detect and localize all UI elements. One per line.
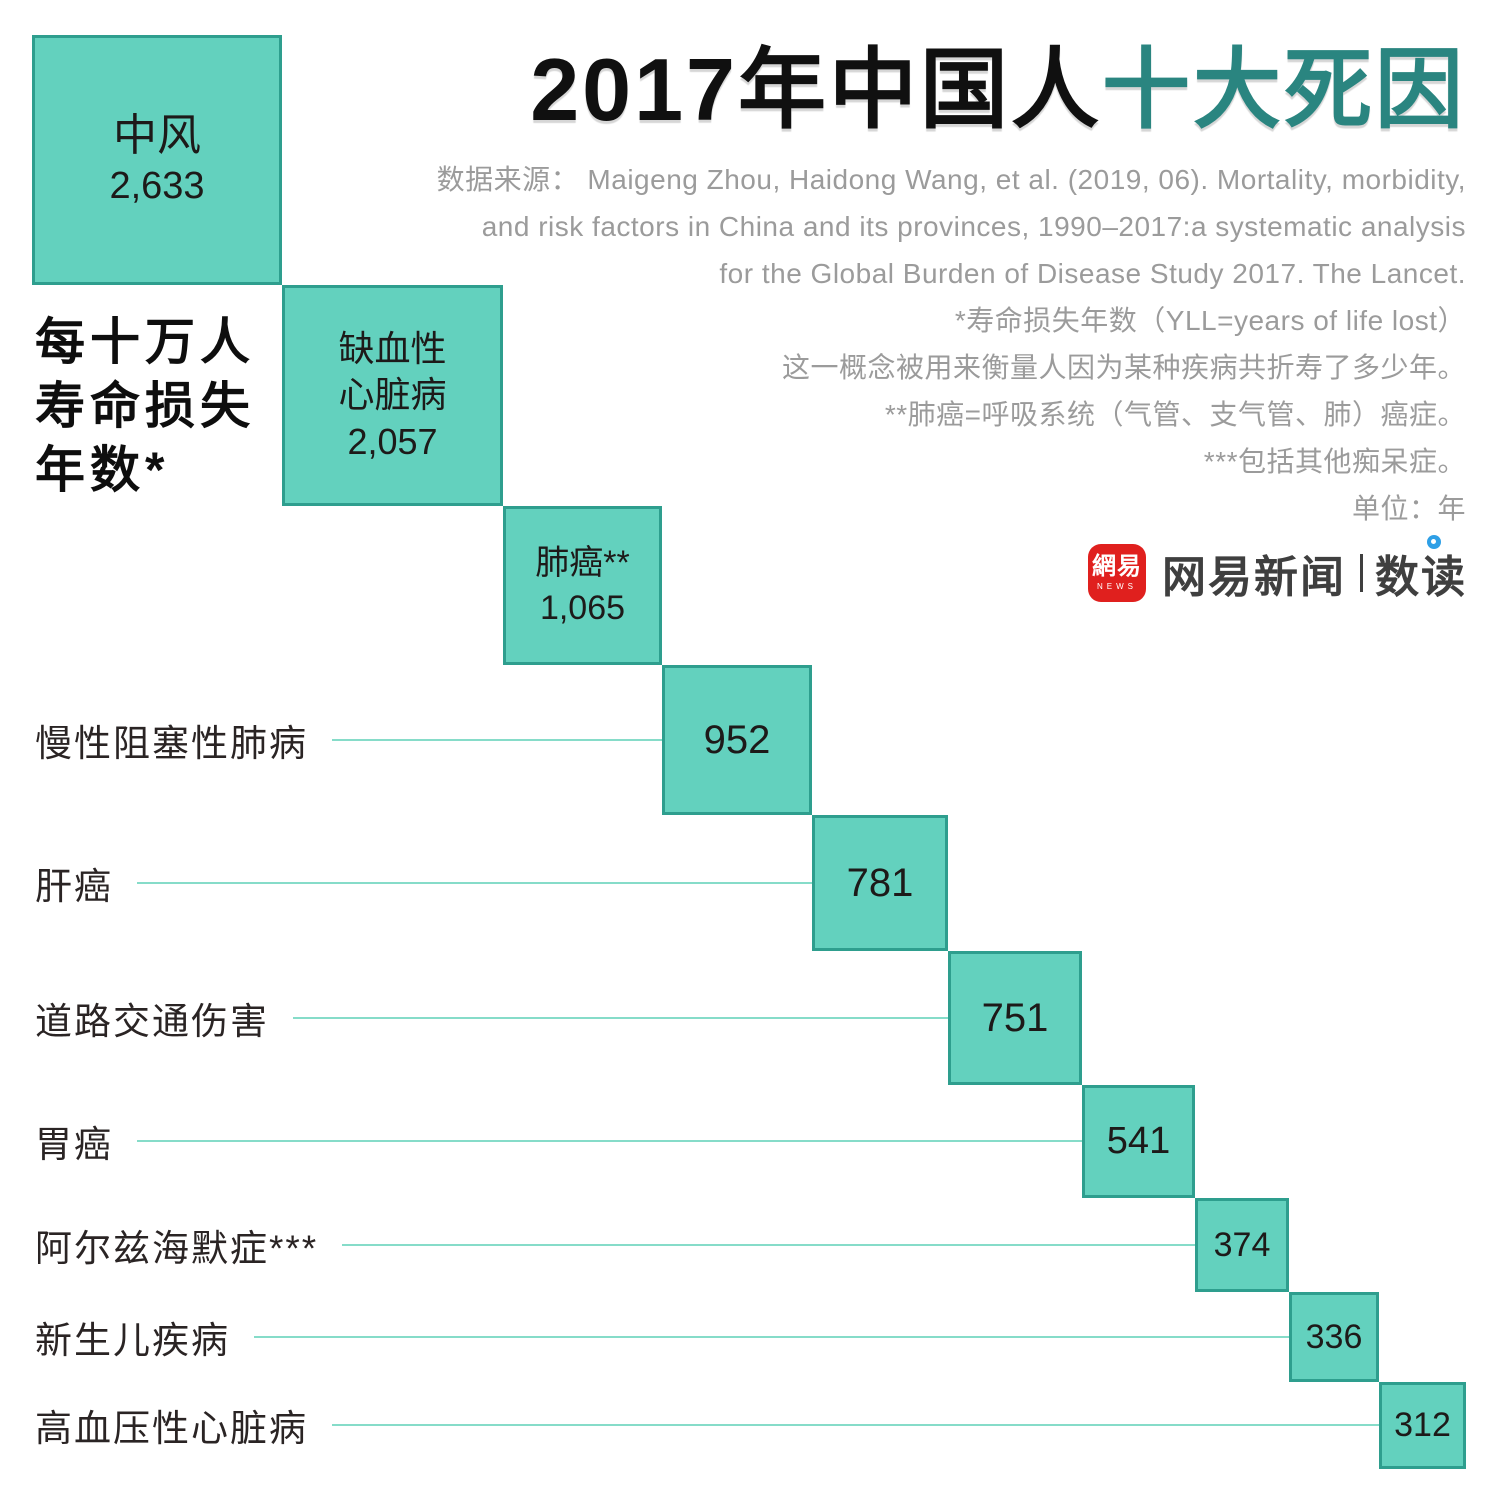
header: 2017年中国人十大死因 数据来源： Maigeng Zhou, Haidong… [437,38,1466,532]
square-stroke: 中风 2,633 [32,35,282,285]
category-label: 道路交通伤害 [35,1001,269,1042]
leader-line [137,1140,1082,1142]
logo-divider [1360,554,1363,592]
footnote-yll-explain: 这一概念被用来衡量人因为某种疾病共折寿了多少年。 [781,352,1466,383]
logo-brand-text: 数读 [1375,553,1467,602]
leader-line [332,1424,1379,1426]
title-highlight: 十大死因 [1101,40,1466,139]
leader-row-liver-cancer: 肝癌 [35,859,812,907]
square-value: 751 [981,995,1049,1040]
square-value: 312 [1394,1406,1451,1444]
leader-row-neonatal-disorders: 新生儿疾病 [35,1313,1289,1361]
source-and-footnotes: 数据来源： Maigeng Zhou, Haidong Wang, et al.… [437,156,1466,532]
square-value: 2,057 [347,420,438,462]
footnote-lung-cancer: **肺癌=呼吸系统（气管、支气管、肺）癌症。 [884,399,1466,430]
leader-line [137,882,812,884]
logo-icon-subtext: NEWS [1097,582,1137,591]
square-copd: 952 [662,665,812,815]
axis-note-line: 寿命损失 [35,378,255,434]
logo-icon-text: 網易 [1092,553,1142,580]
title-prefix: 2017年中国人 [530,40,1102,139]
netease-news-app-icon: 網易 NEWS [1088,544,1146,602]
square-road-injuries: 751 [948,951,1082,1085]
source-line: 数据来源： Maigeng Zhou, Haidong Wang, et al.… [436,164,1466,195]
square-value: 952 [703,717,771,762]
leader-row-stomach-cancer: 胃癌 [35,1117,1082,1165]
square-label: 肺癌** [535,543,630,582]
square-neonatal-disorders: 336 [1289,1292,1379,1382]
logo-name-text: 网易新闻 [1162,553,1346,602]
category-label: 新生儿疾病 [35,1320,230,1361]
square-label: 心脏病 [338,373,447,415]
leader-line [332,739,662,741]
leader-row-copd: 慢性阻塞性肺病 [35,716,662,764]
square-lung-cancer: 肺癌** 1,065 [503,506,662,665]
leader-line [293,1017,948,1019]
category-label: 胃癌 [35,1124,113,1165]
leader-row-hypertensive-heart-disease: 高血压性心脏病 [35,1401,1379,1449]
footnote-dementia: ***包括其他痴呆症。 [1203,446,1466,477]
square-value: 781 [846,860,914,905]
square-alzheimers: 374 [1195,1198,1289,1292]
square-label: 缺血性 [338,327,447,369]
square-value: 541 [1106,1120,1171,1162]
footnote-yll: *寿命损失年数（YLL=years of life lost） [954,305,1466,336]
category-label: 肝癌 [35,866,113,907]
square-stomach-cancer: 541 [1082,1085,1195,1198]
square-ischemic-heart-disease: 缺血性 心脏病 2,057 [282,285,503,506]
square-liver-cancer: 781 [812,815,948,951]
unit-note: 单位：年 [1351,493,1466,524]
category-label: 阿尔兹海默症*** [35,1228,319,1269]
square-label: 中风 [113,111,201,160]
category-label: 慢性阻塞性肺病 [35,723,308,764]
source-line: for the Global Burden of Disease Study 2… [719,258,1466,289]
leader-line [342,1244,1195,1246]
publisher-logo: 網易 NEWS 网易新闻 数读 [1088,535,1467,605]
axis-unit-note: 每十万人 寿命损失 年数* [35,310,255,502]
leader-row-alzheimers: 阿尔兹海默症*** [35,1221,1195,1269]
axis-note-line: 每十万人 [35,314,255,370]
page-title: 2017年中国人十大死因 [437,38,1466,142]
leader-line [254,1336,1289,1338]
axis-note-line: 年数* [35,442,170,498]
source-line: and risk factors in China and its provin… [481,211,1466,242]
square-value: 1,065 [539,588,626,627]
square-value: 336 [1305,1317,1363,1356]
logo-brand-shudu: 数读 [1375,535,1467,605]
square-hypertensive-heart-disease: 312 [1379,1382,1466,1469]
square-value: 2,633 [109,165,205,207]
square-value: 374 [1213,1225,1271,1264]
blue-dot-icon [1427,535,1441,549]
category-label: 高血压性心脏病 [35,1408,308,1449]
leader-row-road-injuries: 道路交通伤害 [35,994,948,1042]
